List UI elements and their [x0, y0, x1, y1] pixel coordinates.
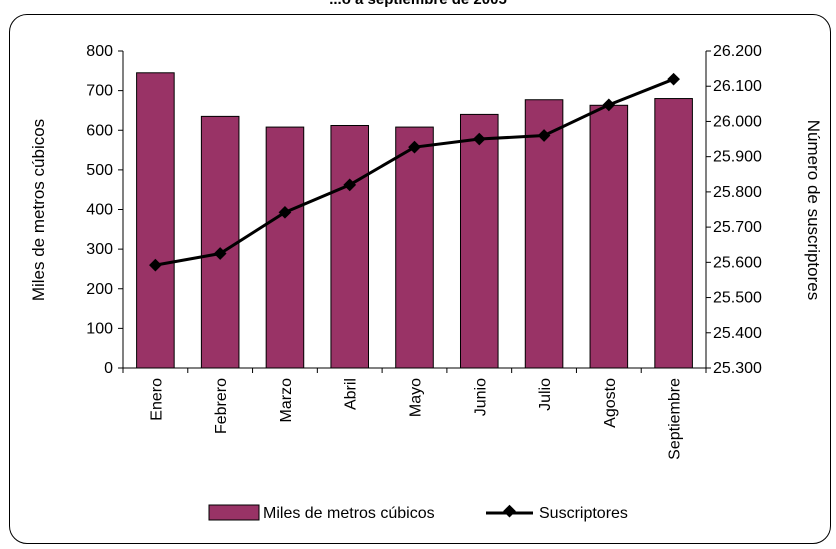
x-tick-label: Abril: [343, 378, 360, 410]
bar: [136, 72, 175, 369]
bar: [200, 115, 240, 369]
left-tick-label: 700: [86, 83, 113, 100]
subscribers-point: [213, 247, 227, 260]
x-tick-label: Mayo: [408, 378, 425, 417]
legend-marker-subscribers: [503, 504, 516, 518]
x-tick-label: Enero: [148, 378, 165, 421]
subscribers-point: [472, 132, 486, 146]
left-tick-label: 100: [86, 320, 113, 337]
right-tick-label: 25.500: [713, 290, 762, 307]
right-tick-label: 25.900: [713, 149, 762, 166]
left-tick-label: 300: [86, 241, 113, 258]
right-tick-label: 26.100: [713, 78, 762, 95]
x-tick-label: Junio: [472, 378, 489, 416]
bar: [524, 99, 564, 369]
bar: [395, 126, 434, 369]
x-tick-label: Agosto: [602, 378, 619, 428]
left-tick-label: 0: [104, 360, 113, 377]
subscribers-point: [408, 140, 421, 154]
subscribers-point: [149, 258, 162, 272]
x-tick-label: Febrero: [213, 378, 230, 434]
bar: [654, 98, 693, 369]
left-tick-label: 500: [86, 162, 113, 179]
left-axis-title: Miles de metros cúbicos: [29, 119, 48, 301]
right-tick-label: 26.200: [713, 43, 762, 60]
bar: [589, 104, 629, 369]
bar: [265, 126, 305, 369]
x-tick-label: Marzo: [278, 378, 295, 423]
x-tick-label: Julio: [537, 378, 554, 411]
legend-label-bars: Miles de metros cúbicos: [263, 505, 435, 522]
left-tick-label: 400: [86, 202, 113, 219]
right-tick-label: 26.000: [713, 113, 762, 130]
right-axis-title: Número de suscriptores: [804, 120, 823, 300]
right-tick-label: 25.300: [713, 360, 762, 377]
subscribers-point: [667, 72, 680, 86]
plot-area: 0 100 200 300 400 500 600 700 800 25.300 25.400 25.…: [86, 43, 762, 460]
bar: [459, 113, 499, 369]
subscribers-point: [343, 178, 357, 192]
right-tick-label: 25.700: [713, 219, 762, 236]
legend-swatch-bars: [208, 504, 260, 521]
right-tick-label: 25.800: [713, 184, 762, 201]
right-tick-label: 25.400: [713, 325, 762, 342]
left-tick-label: 600: [86, 122, 113, 139]
legend: Miles de metros cúbicos Suscriptores: [208, 504, 628, 522]
chart-title: ...o a septiembre de 2005: [329, 0, 507, 8]
left-tick-label: 200: [86, 281, 113, 298]
right-tick-label: 25.600: [713, 254, 762, 271]
legend-label-subscribers: Suscriptores: [539, 505, 628, 522]
x-tick-label: Septiembre: [667, 378, 684, 460]
left-tick-label: 800: [86, 43, 113, 60]
bar: [330, 124, 370, 369]
subscribers-point: [278, 205, 292, 219]
